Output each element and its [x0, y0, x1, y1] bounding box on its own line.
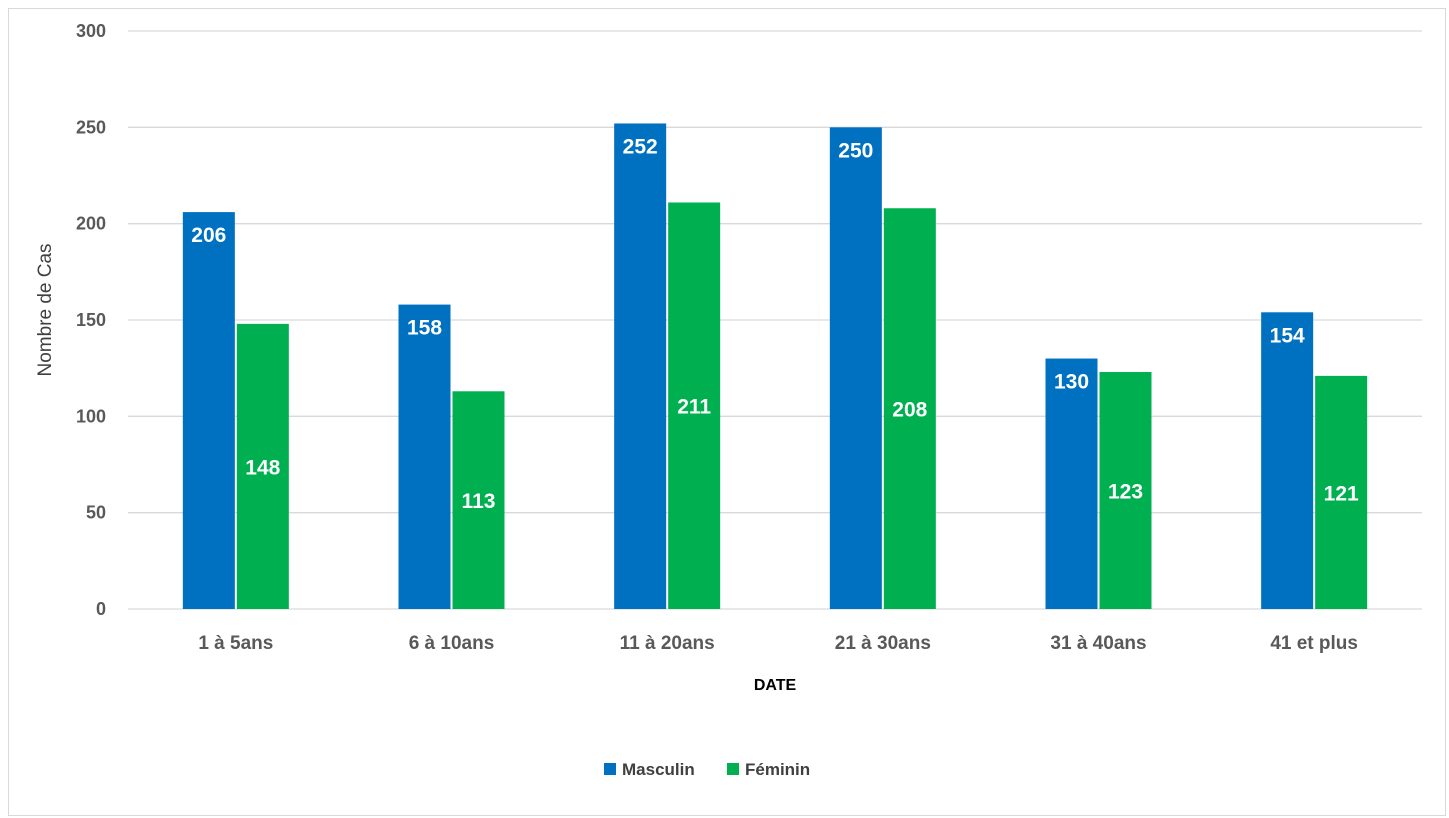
- x-category-label-0: 1 à 5ans: [198, 633, 273, 654]
- data-label-1-3: 208: [892, 399, 927, 422]
- y-axis-tick-labels: 0 50 100 150 200 250 300: [76, 21, 106, 619]
- y-tick-label-4: 200: [76, 214, 106, 234]
- gridlines: [128, 30, 1422, 610]
- data-label-1-5: 121: [1324, 482, 1359, 505]
- data-label-1-1: 113: [462, 490, 496, 513]
- data-label-1-0: 148: [245, 456, 280, 479]
- data-label-0-4: 130: [1054, 371, 1089, 394]
- data-labels: 206 148 158 113 252 211 250 208 130 123 154 121: [191, 135, 1359, 513]
- bar-1-2: [668, 202, 721, 609]
- bar-1-5: [1315, 375, 1368, 609]
- data-label-0-0: 206: [191, 224, 226, 247]
- bar-1-4: [1099, 372, 1152, 609]
- bar-1-0: [236, 323, 289, 609]
- bar-0-2: [614, 123, 667, 609]
- y-tick-label-1: 50: [86, 503, 106, 523]
- legend-swatch-0: [604, 763, 616, 775]
- bar-0-0: [182, 212, 235, 609]
- legend-swatch-1: [727, 763, 739, 775]
- y-tick-label-2: 100: [76, 406, 106, 426]
- legend-label-0: Masculin: [622, 760, 695, 779]
- bar-0-5: [1261, 312, 1314, 609]
- y-tick-label-6: 300: [76, 21, 106, 41]
- data-label-0-3: 250: [838, 139, 873, 162]
- bar-0-3: [829, 127, 882, 609]
- y-tick-label-5: 250: [76, 117, 106, 137]
- x-category-label-2: 11 à 20ans: [620, 633, 715, 654]
- data-label-1-2: 211: [677, 396, 711, 419]
- x-axis-category-labels: 1 à 5ans 6 à 10ans 11 à 20ans 21 à 30ans 31 …: [198, 633, 1358, 654]
- data-label-1-4: 123: [1108, 481, 1143, 504]
- legend: Masculin Féminin: [604, 760, 810, 779]
- data-label-0-2: 252: [623, 135, 658, 158]
- x-axis-title: DATE: [754, 677, 797, 694]
- x-category-label-3: 21 à 30ans: [835, 633, 931, 654]
- y-tick-label-3: 150: [76, 310, 106, 330]
- x-category-label-5: 41 et plus: [1270, 633, 1358, 654]
- bar-1-3: [883, 208, 936, 609]
- bar-0-4: [1045, 358, 1098, 609]
- legend-label-1: Féminin: [745, 760, 810, 779]
- y-tick-label-0: 0: [96, 599, 106, 619]
- bar-1-1: [452, 391, 505, 609]
- bars: [182, 123, 1368, 609]
- x-category-label-4: 31 à 40ans: [1050, 633, 1146, 654]
- data-label-0-1: 158: [407, 317, 442, 340]
- y-axis-title: Nombre de Cas: [35, 243, 56, 376]
- data-label-0-5: 154: [1270, 324, 1305, 347]
- x-category-label-1: 6 à 10ans: [409, 633, 495, 654]
- bar-0-1: [398, 304, 451, 609]
